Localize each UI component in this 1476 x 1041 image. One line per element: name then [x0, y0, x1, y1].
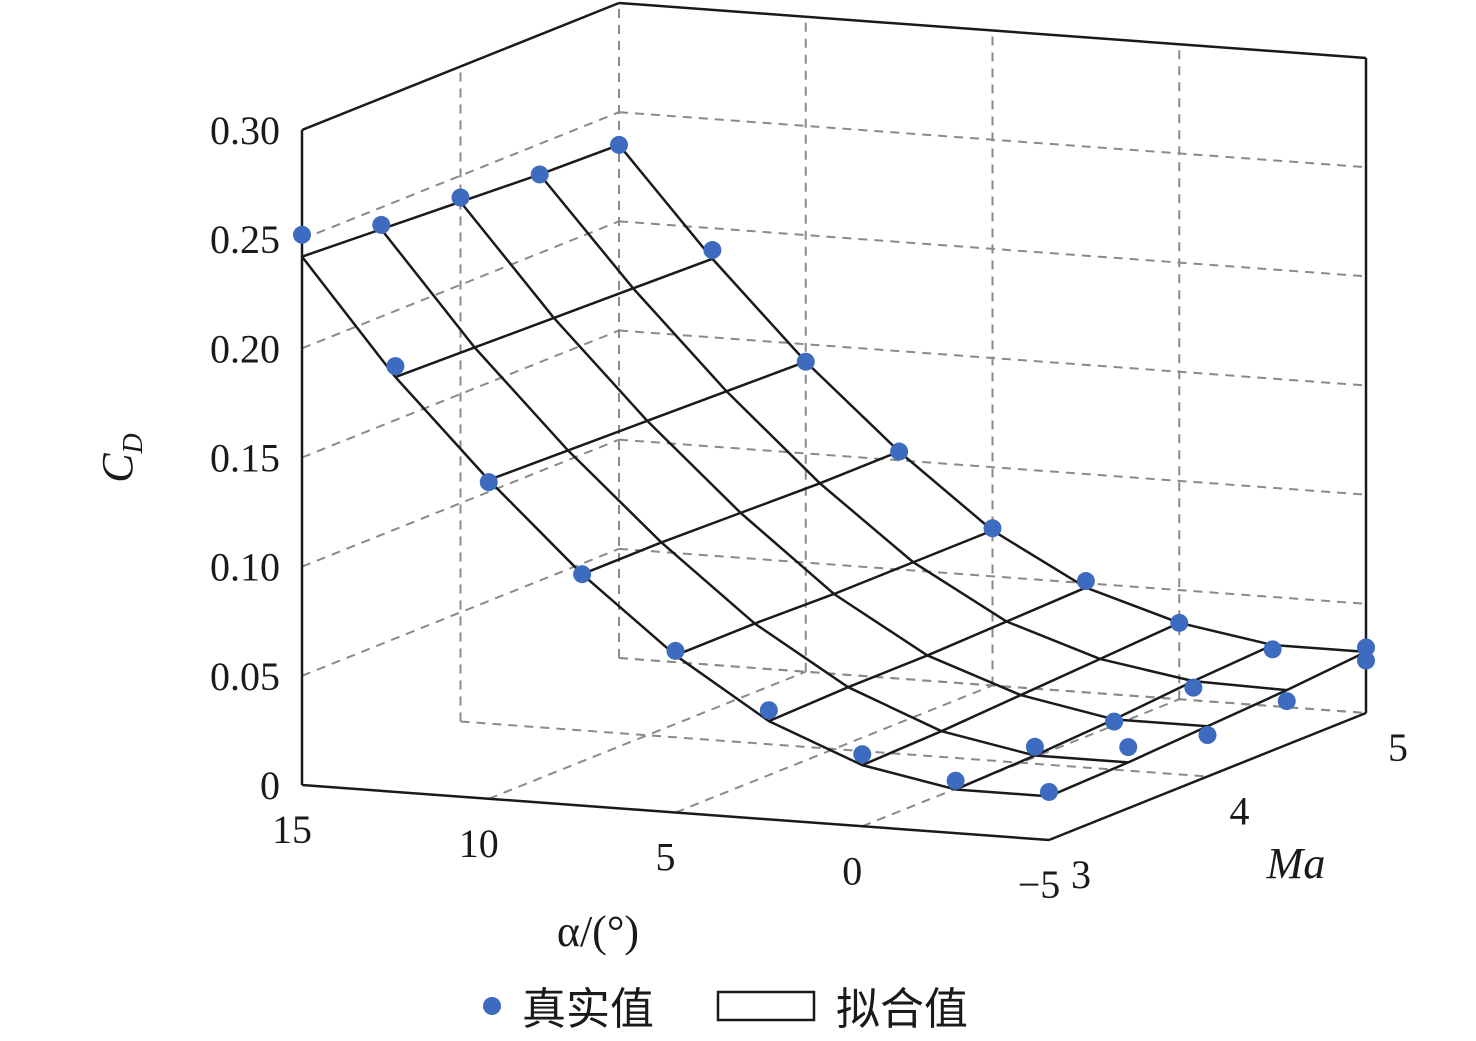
tick-labels: 0 0.05 0.10 0.15 0.20 0.25 0.30 15 10 5 0 −5 3 4 5 [210, 108, 1408, 907]
data-point [610, 135, 628, 154]
mesh-line-constant-alpha [675, 529, 993, 657]
data-point [983, 519, 1002, 538]
z-axis-title-sub: D [118, 433, 149, 454]
z-axis-title-main: C [93, 453, 142, 483]
grid-lines [301, 3, 1367, 841]
data-point [946, 771, 965, 790]
data-point [386, 357, 405, 376]
legend: 真实值 拟合值 [483, 984, 968, 1035]
back-wall-gridline [618, 438, 1367, 496]
legend-box-marker [716, 990, 816, 1022]
z-tick-label: 0.10 [210, 545, 280, 590]
side-wall-gridline [301, 329, 620, 459]
data-point [1357, 638, 1375, 657]
z-tick-label: 0 [260, 763, 280, 808]
data-point [666, 641, 685, 660]
legend-dot-marker [483, 997, 501, 1015]
side-wall-gridline [301, 111, 620, 241]
x-tick-label: 5 [656, 835, 676, 880]
data-point [451, 188, 470, 207]
top-back-edge [618, 1, 1367, 60]
floor-gridline-alpha [488, 670, 807, 800]
data-point [1170, 613, 1189, 632]
data-point [1105, 712, 1124, 731]
mesh-line-constant-alpha [488, 360, 807, 482]
data-point [1040, 782, 1058, 801]
mesh-line-constant-ma [301, 255, 1050, 798]
floor-gridline-ma [460, 720, 1208, 778]
y-tick-label: 3 [1071, 852, 1091, 897]
data-point [1025, 737, 1044, 756]
data-point [573, 565, 592, 584]
legend-label-fitted: 拟合值 [836, 984, 968, 1035]
x-tick-label: 0 [842, 848, 862, 893]
data-point [1263, 640, 1282, 659]
mesh-line-constant-alpha [394, 257, 713, 379]
data-point [759, 701, 778, 720]
data-point [479, 473, 498, 492]
y-axis-title: Ma [1266, 839, 1326, 888]
x-tick-label: 10 [459, 821, 499, 866]
data-point [530, 165, 549, 184]
x-tick-label: 15 [272, 807, 312, 852]
z-tick-label: 0.15 [210, 436, 280, 481]
mesh-line-constant-ma [538, 173, 1287, 692]
x-axis-line [301, 783, 1050, 842]
mesh-line-constant-ma [380, 228, 1129, 764]
data-point [1198, 726, 1217, 745]
data-point [293, 225, 311, 244]
z-tick-label: 0.20 [210, 326, 280, 371]
top-side-edge [301, 1, 620, 132]
measured-points [293, 135, 1375, 801]
y-tick-label: 4 [1230, 789, 1250, 834]
x-axis-title: α/(°) [557, 907, 639, 956]
z-axis-title: CD [93, 433, 149, 483]
fitted-surface-mesh [301, 143, 1367, 798]
data-point [703, 241, 722, 260]
side-wall-gridline [301, 547, 620, 677]
floor-gridline-alpha [861, 698, 1180, 828]
data-point [1119, 738, 1138, 757]
y-tick-label: 5 [1388, 725, 1408, 770]
data-point [1076, 572, 1095, 591]
mesh-line-constant-alpha [581, 450, 900, 576]
back-wall-gridline [618, 547, 1367, 605]
z-tick-label: 0.05 [210, 654, 280, 699]
data-point [372, 215, 391, 234]
mesh-line-constant-alpha [861, 621, 1180, 767]
data-point [853, 745, 872, 764]
data-point [1184, 678, 1203, 697]
data-point [1277, 692, 1296, 711]
side-wall-gridline [301, 438, 620, 568]
data-point [1357, 651, 1375, 670]
mesh-line-constant-alpha [768, 586, 1087, 723]
z-tick-label: 0.25 [210, 217, 280, 262]
x-tick-label: −5 [1018, 862, 1061, 907]
floor-gridline-ma [618, 657, 1367, 714]
z-tick-label: 0.30 [210, 108, 280, 153]
floor-gridline-alpha [675, 684, 993, 814]
side-wall-gridline [301, 220, 620, 350]
data-point [796, 352, 815, 371]
legend-label-measured: 真实值 [522, 984, 654, 1035]
data-point [890, 442, 909, 461]
y-axis-line [1048, 711, 1367, 842]
x-axis-title-text: α/(°) [557, 907, 639, 956]
mesh-line-constant-ma [459, 201, 1208, 728]
